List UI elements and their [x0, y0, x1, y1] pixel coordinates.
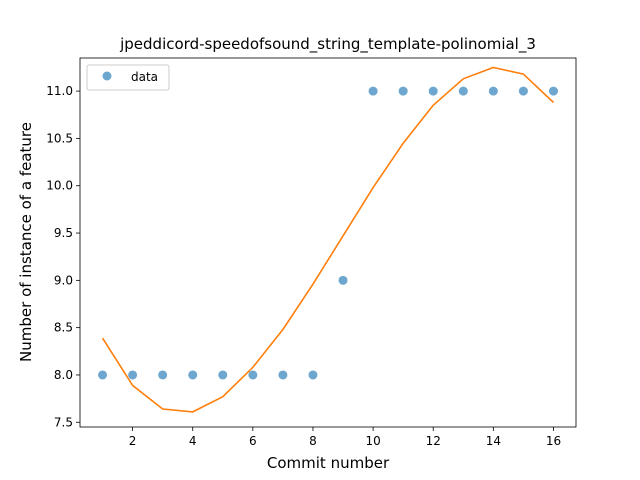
x-tick-label: 4 — [189, 434, 197, 448]
data-point — [428, 86, 438, 96]
y-tick-label: 10.0 — [46, 179, 73, 193]
x-tick-label: 10 — [365, 434, 380, 448]
data-point — [278, 370, 288, 380]
y-tick-label: 8.0 — [54, 368, 73, 382]
y-axis-label: Number of instance of a feature — [17, 122, 35, 362]
data-point — [518, 86, 528, 96]
y-tick-label: 10.5 — [46, 131, 73, 145]
y-tick-label: 11.0 — [46, 84, 73, 98]
legend-box — [86, 64, 170, 91]
data-point — [458, 86, 468, 96]
y-tick-label: 9.0 — [54, 273, 73, 287]
x-tick-label: 2 — [129, 434, 137, 448]
legend-marker-data — [102, 71, 112, 81]
data-point — [488, 86, 498, 96]
data-point — [98, 370, 108, 380]
legend-label-data: data — [131, 70, 158, 84]
legend: data — [86, 64, 170, 91]
y-axis: 7.5 8.0 8.5 9.0 9.5 10.0 10.5 11.0 — [46, 84, 80, 429]
y-tick-label: 9.5 — [54, 226, 73, 240]
fit-line — [101, 66, 555, 413]
y-tick-label: 8.5 — [54, 321, 73, 335]
x-tick-label: 12 — [426, 434, 441, 448]
x-tick-label: 16 — [546, 434, 561, 448]
data-point — [398, 86, 408, 96]
data-point — [158, 370, 168, 380]
data-point — [218, 370, 228, 380]
y-tick-label: 7.5 — [54, 415, 73, 429]
data-point — [338, 275, 348, 285]
x-axis: 2 4 6 8 10 12 14 16 — [129, 427, 561, 448]
x-tick-label: 14 — [486, 434, 501, 448]
data-point — [308, 370, 318, 380]
x-axis-label: Commit number — [267, 454, 390, 472]
data-point — [188, 370, 198, 380]
plot-area — [98, 66, 558, 413]
data-point — [248, 370, 258, 380]
plot-frame — [79, 57, 577, 428]
x-tick-label: 6 — [249, 434, 257, 448]
x-tick-label: 8 — [309, 434, 317, 448]
data-point — [128, 370, 138, 380]
chart-title: jpeddicord-speedofsound_string_template-… — [119, 35, 536, 54]
data-point — [368, 86, 378, 96]
data-point — [548, 86, 558, 96]
